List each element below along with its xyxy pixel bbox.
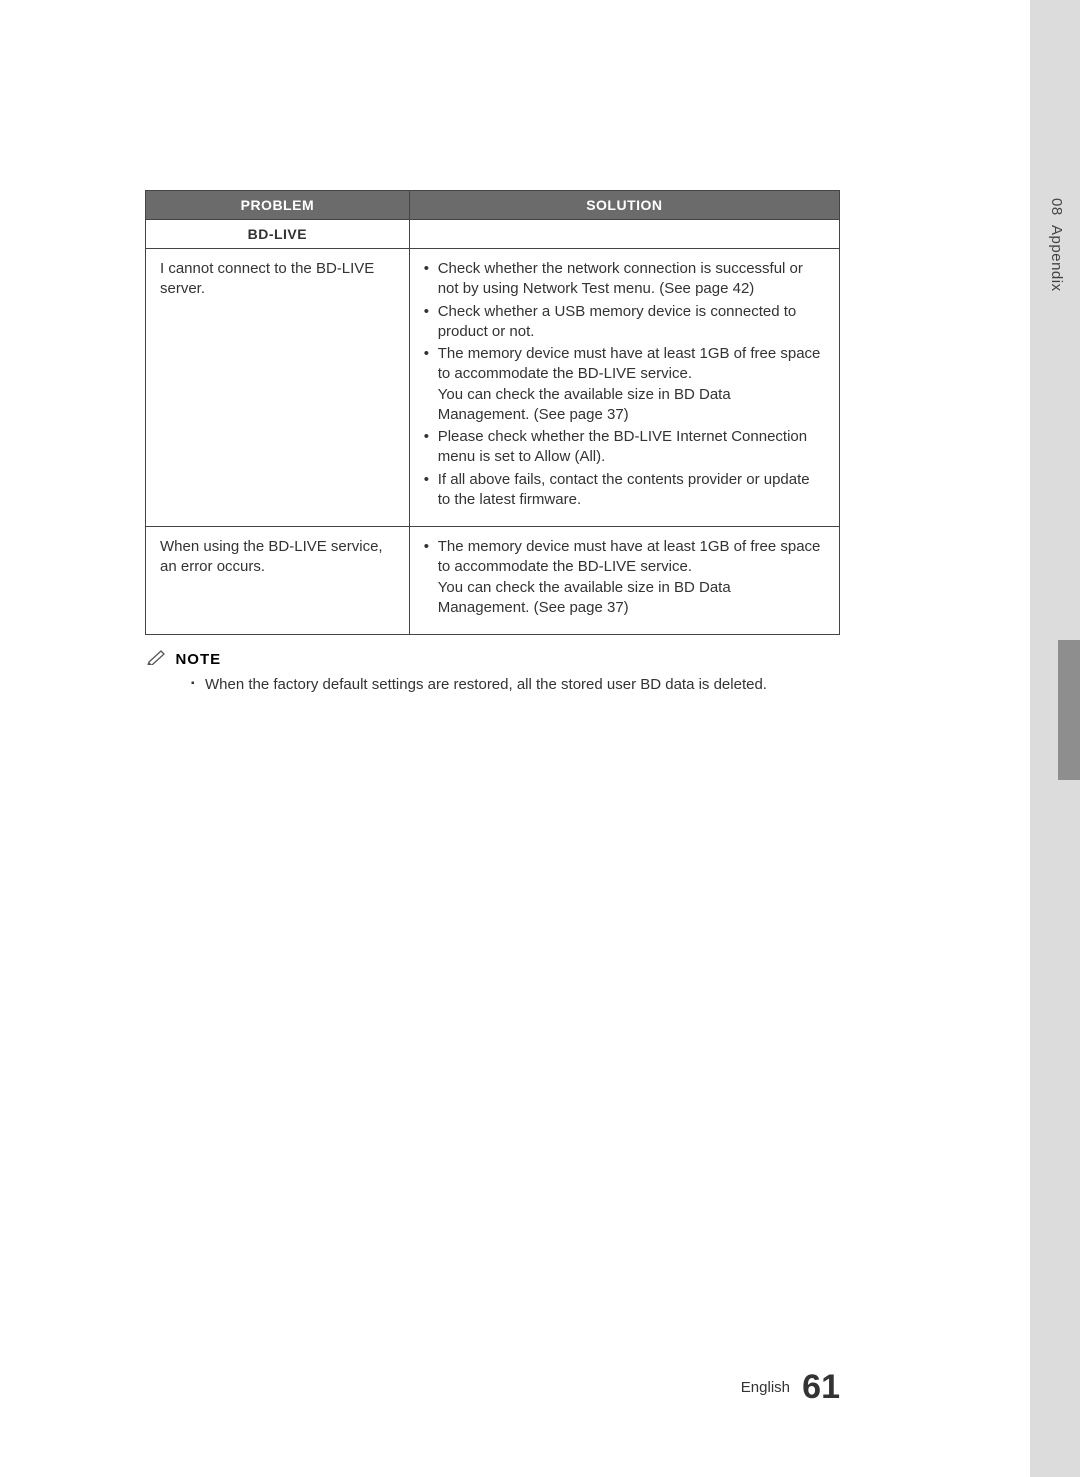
appendix-sidebar: 08 Appendix	[1030, 0, 1080, 1477]
content-area: PROBLEM SOLUTION BD-LIVE I cannot connec…	[145, 190, 840, 695]
solution-text: Check whether a USB memory device is con…	[438, 303, 797, 340]
sidebar-section-num: 08	[1048, 198, 1065, 216]
table-row: I cannot connect to the BD-LIVE server. …	[146, 249, 840, 527]
list-item: Please check whether the BD-LIVE Interne…	[424, 427, 825, 468]
solution-subtext: You can check the available size in BD D…	[438, 385, 825, 426]
footer-language: English	[741, 1379, 790, 1396]
solution-text: If all above fails, contact the contents…	[438, 471, 810, 508]
solution-text: Please check whether the BD-LIVE Interne…	[438, 428, 807, 465]
solution-text: Check whether the network connection is …	[438, 260, 803, 297]
sidebar-label: 08 Appendix	[1048, 198, 1065, 292]
table-row: When using the BD-LIVE service, an error…	[146, 527, 840, 635]
list-item: The memory device must have at least 1GB…	[424, 344, 825, 425]
list-item: Check whether a USB memory device is con…	[424, 302, 825, 343]
table-body: I cannot connect to the BD-LIVE server. …	[146, 249, 840, 635]
list-item: When the factory default settings are re…	[191, 674, 840, 695]
note-section: NOTE When the factory default settings a…	[145, 649, 840, 695]
solution-text: The memory device must have at least 1GB…	[438, 345, 821, 382]
pencil-icon	[147, 649, 167, 670]
col-header-solution: SOLUTION	[409, 191, 839, 220]
sidebar-section-title: Appendix	[1048, 225, 1065, 292]
sub-header-bdlive: BD-LIVE	[146, 220, 410, 249]
sidebar-tab-marker	[1058, 640, 1080, 780]
solution-cell: Check whether the network connection is …	[409, 249, 839, 527]
solution-text: The memory device must have at least 1GB…	[438, 538, 821, 575]
list-item: If all above fails, contact the contents…	[424, 470, 825, 511]
list-item: Check whether the network connection is …	[424, 259, 825, 300]
solution-subtext: You can check the available size in BD D…	[438, 578, 825, 619]
page-area: PROBLEM SOLUTION BD-LIVE I cannot connec…	[0, 0, 1030, 1477]
solution-list: Check whether the network connection is …	[424, 259, 825, 510]
solution-cell: The memory device must have at least 1GB…	[409, 527, 839, 635]
problem-cell: When using the BD-LIVE service, an error…	[146, 527, 410, 635]
col-header-problem: PROBLEM	[146, 191, 410, 220]
note-label: NOTE	[175, 651, 221, 668]
list-item: The memory device must have at least 1GB…	[424, 537, 825, 618]
troubleshoot-table: PROBLEM SOLUTION BD-LIVE I cannot connec…	[145, 190, 840, 635]
page-footer: English 61	[741, 1368, 840, 1407]
page-number: 61	[802, 1368, 840, 1406]
sub-header-empty	[409, 220, 839, 249]
solution-list: The memory device must have at least 1GB…	[424, 537, 825, 618]
note-list: When the factory default settings are re…	[147, 674, 840, 695]
note-text: When the factory default settings are re…	[205, 676, 767, 693]
problem-cell: I cannot connect to the BD-LIVE server.	[146, 249, 410, 527]
